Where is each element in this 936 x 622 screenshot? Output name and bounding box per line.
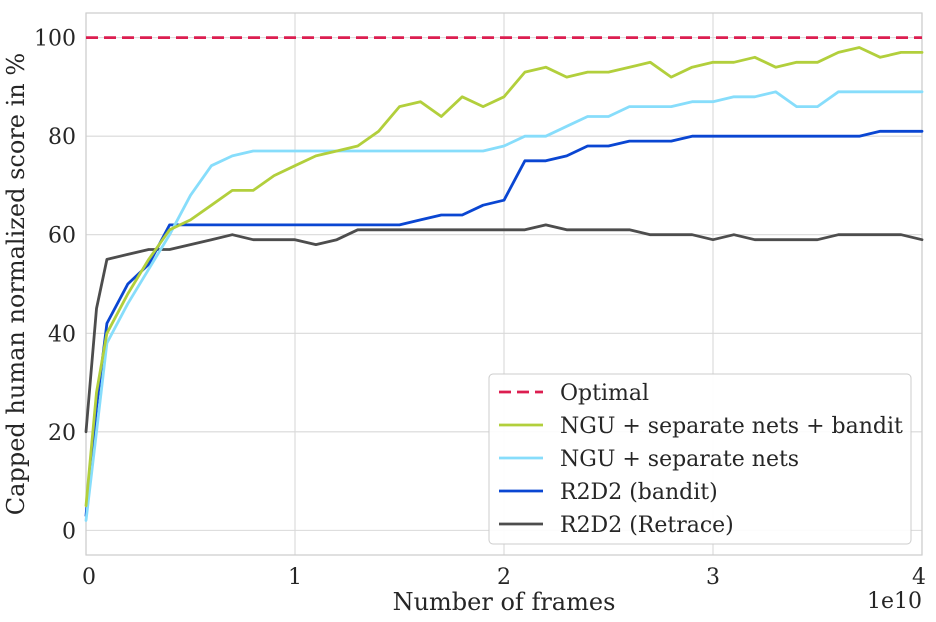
y-tick-label: 20 xyxy=(48,421,76,446)
series-line xyxy=(84,46,924,508)
x-tick-label: 3 xyxy=(706,565,720,590)
legend-label: R2D2 (bandit) xyxy=(560,480,718,505)
x-tick-label: 1 xyxy=(288,565,302,590)
legend-label: Optimal xyxy=(560,381,649,406)
legend-label: NGU + separate nets + bandit xyxy=(560,414,903,439)
x-axis-label: Number of frames xyxy=(393,588,616,616)
legend-label: NGU + separate nets xyxy=(560,447,799,472)
x-tick-label: 4 xyxy=(912,565,926,590)
y-axis-label: Capped human normalized score in % xyxy=(2,53,30,515)
y-tick-label: 80 xyxy=(48,125,76,150)
legend-label: R2D2 (Retrace) xyxy=(560,513,734,538)
series-line xyxy=(84,90,924,522)
plot-frame xyxy=(85,12,923,556)
x-tick-label: 0 xyxy=(82,565,96,590)
y-tick-label: 60 xyxy=(48,224,76,249)
x-offset-label: 1e10 xyxy=(867,589,922,614)
y-tick-label: 100 xyxy=(34,27,76,52)
series-line xyxy=(84,223,924,434)
legend-box xyxy=(488,373,912,545)
x-tick-label: 2 xyxy=(497,565,511,590)
legend: Optimal NGU + separate nets + bandit NGU +… xyxy=(488,373,912,545)
series-line xyxy=(84,129,924,517)
series-lines xyxy=(84,46,924,522)
y-tick-label: 0 xyxy=(62,519,76,544)
y-tick-label: 40 xyxy=(48,322,76,347)
